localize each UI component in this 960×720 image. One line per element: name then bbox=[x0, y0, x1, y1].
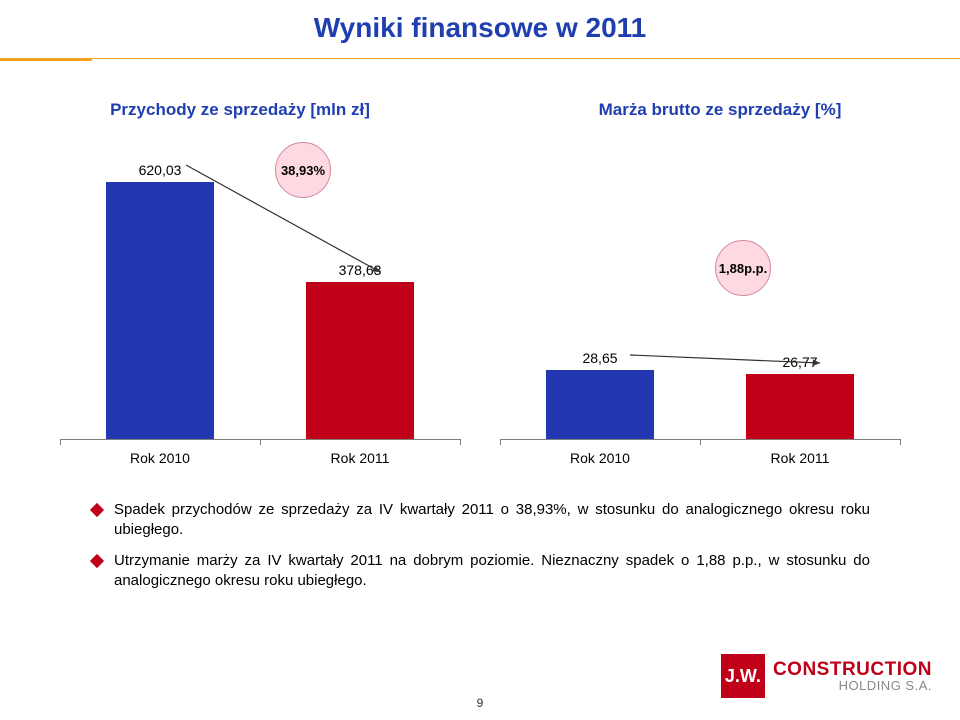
charts-row: 620,03378,63 Rok 2010Rok 201138,93% 28,6… bbox=[60, 150, 900, 470]
right-chart-axis-tick bbox=[900, 439, 901, 445]
bullet-diamond-icon bbox=[90, 554, 104, 568]
logo-name: CONSTRUCTION bbox=[773, 660, 932, 679]
left-chart-title: Przychody ze sprzedaży [mln zł] bbox=[0, 100, 480, 120]
footer-logo: J.W. CONSTRUCTION HOLDING S.A. bbox=[721, 654, 932, 698]
page-title: Wyniki finansowe w 2011 bbox=[0, 12, 960, 44]
left-chart: 620,03378,63 Rok 2010Rok 201138,93% bbox=[60, 150, 460, 470]
logo-square-text: J.W. bbox=[725, 666, 761, 687]
left-chart-annotation-arrow bbox=[60, 150, 460, 470]
left-chart-axis-tick bbox=[460, 439, 461, 445]
logo-text-block: CONSTRUCTION HOLDING S.A. bbox=[773, 660, 932, 692]
right-chart-title: Marża brutto ze sprzedaży [%] bbox=[480, 100, 960, 120]
page-title-text: Wyniki finansowe w 2011 bbox=[314, 12, 647, 43]
bullet-item: Spadek przychodów ze sprzedaży za IV kwa… bbox=[90, 500, 870, 541]
bullet-text: Spadek przychodów ze sprzedaży za IV kwa… bbox=[114, 500, 870, 541]
header-rule-thick bbox=[0, 58, 92, 61]
right-chart: 28,6526,77 Rok 2010Rok 20111,88p.p. bbox=[500, 150, 900, 470]
bullets-section: Spadek przychodów ze sprzedaży za IV kwa… bbox=[90, 500, 870, 601]
header-rule-thin bbox=[92, 58, 960, 59]
bullet-item: Utrzymanie marży za IV kwartały 2011 na … bbox=[90, 551, 870, 592]
bullet-text: Utrzymanie marży za IV kwartały 2011 na … bbox=[114, 551, 870, 592]
logo-square: J.W. bbox=[721, 654, 765, 698]
page-number: 9 bbox=[0, 696, 960, 710]
right-chart-annotation-arrow bbox=[500, 150, 900, 470]
chart-titles-row: Przychody ze sprzedaży [mln zł] Marża br… bbox=[0, 100, 960, 120]
header-rule bbox=[0, 58, 960, 61]
logo-sub: HOLDING S.A. bbox=[773, 679, 932, 692]
bullet-diamond-icon bbox=[90, 503, 104, 517]
